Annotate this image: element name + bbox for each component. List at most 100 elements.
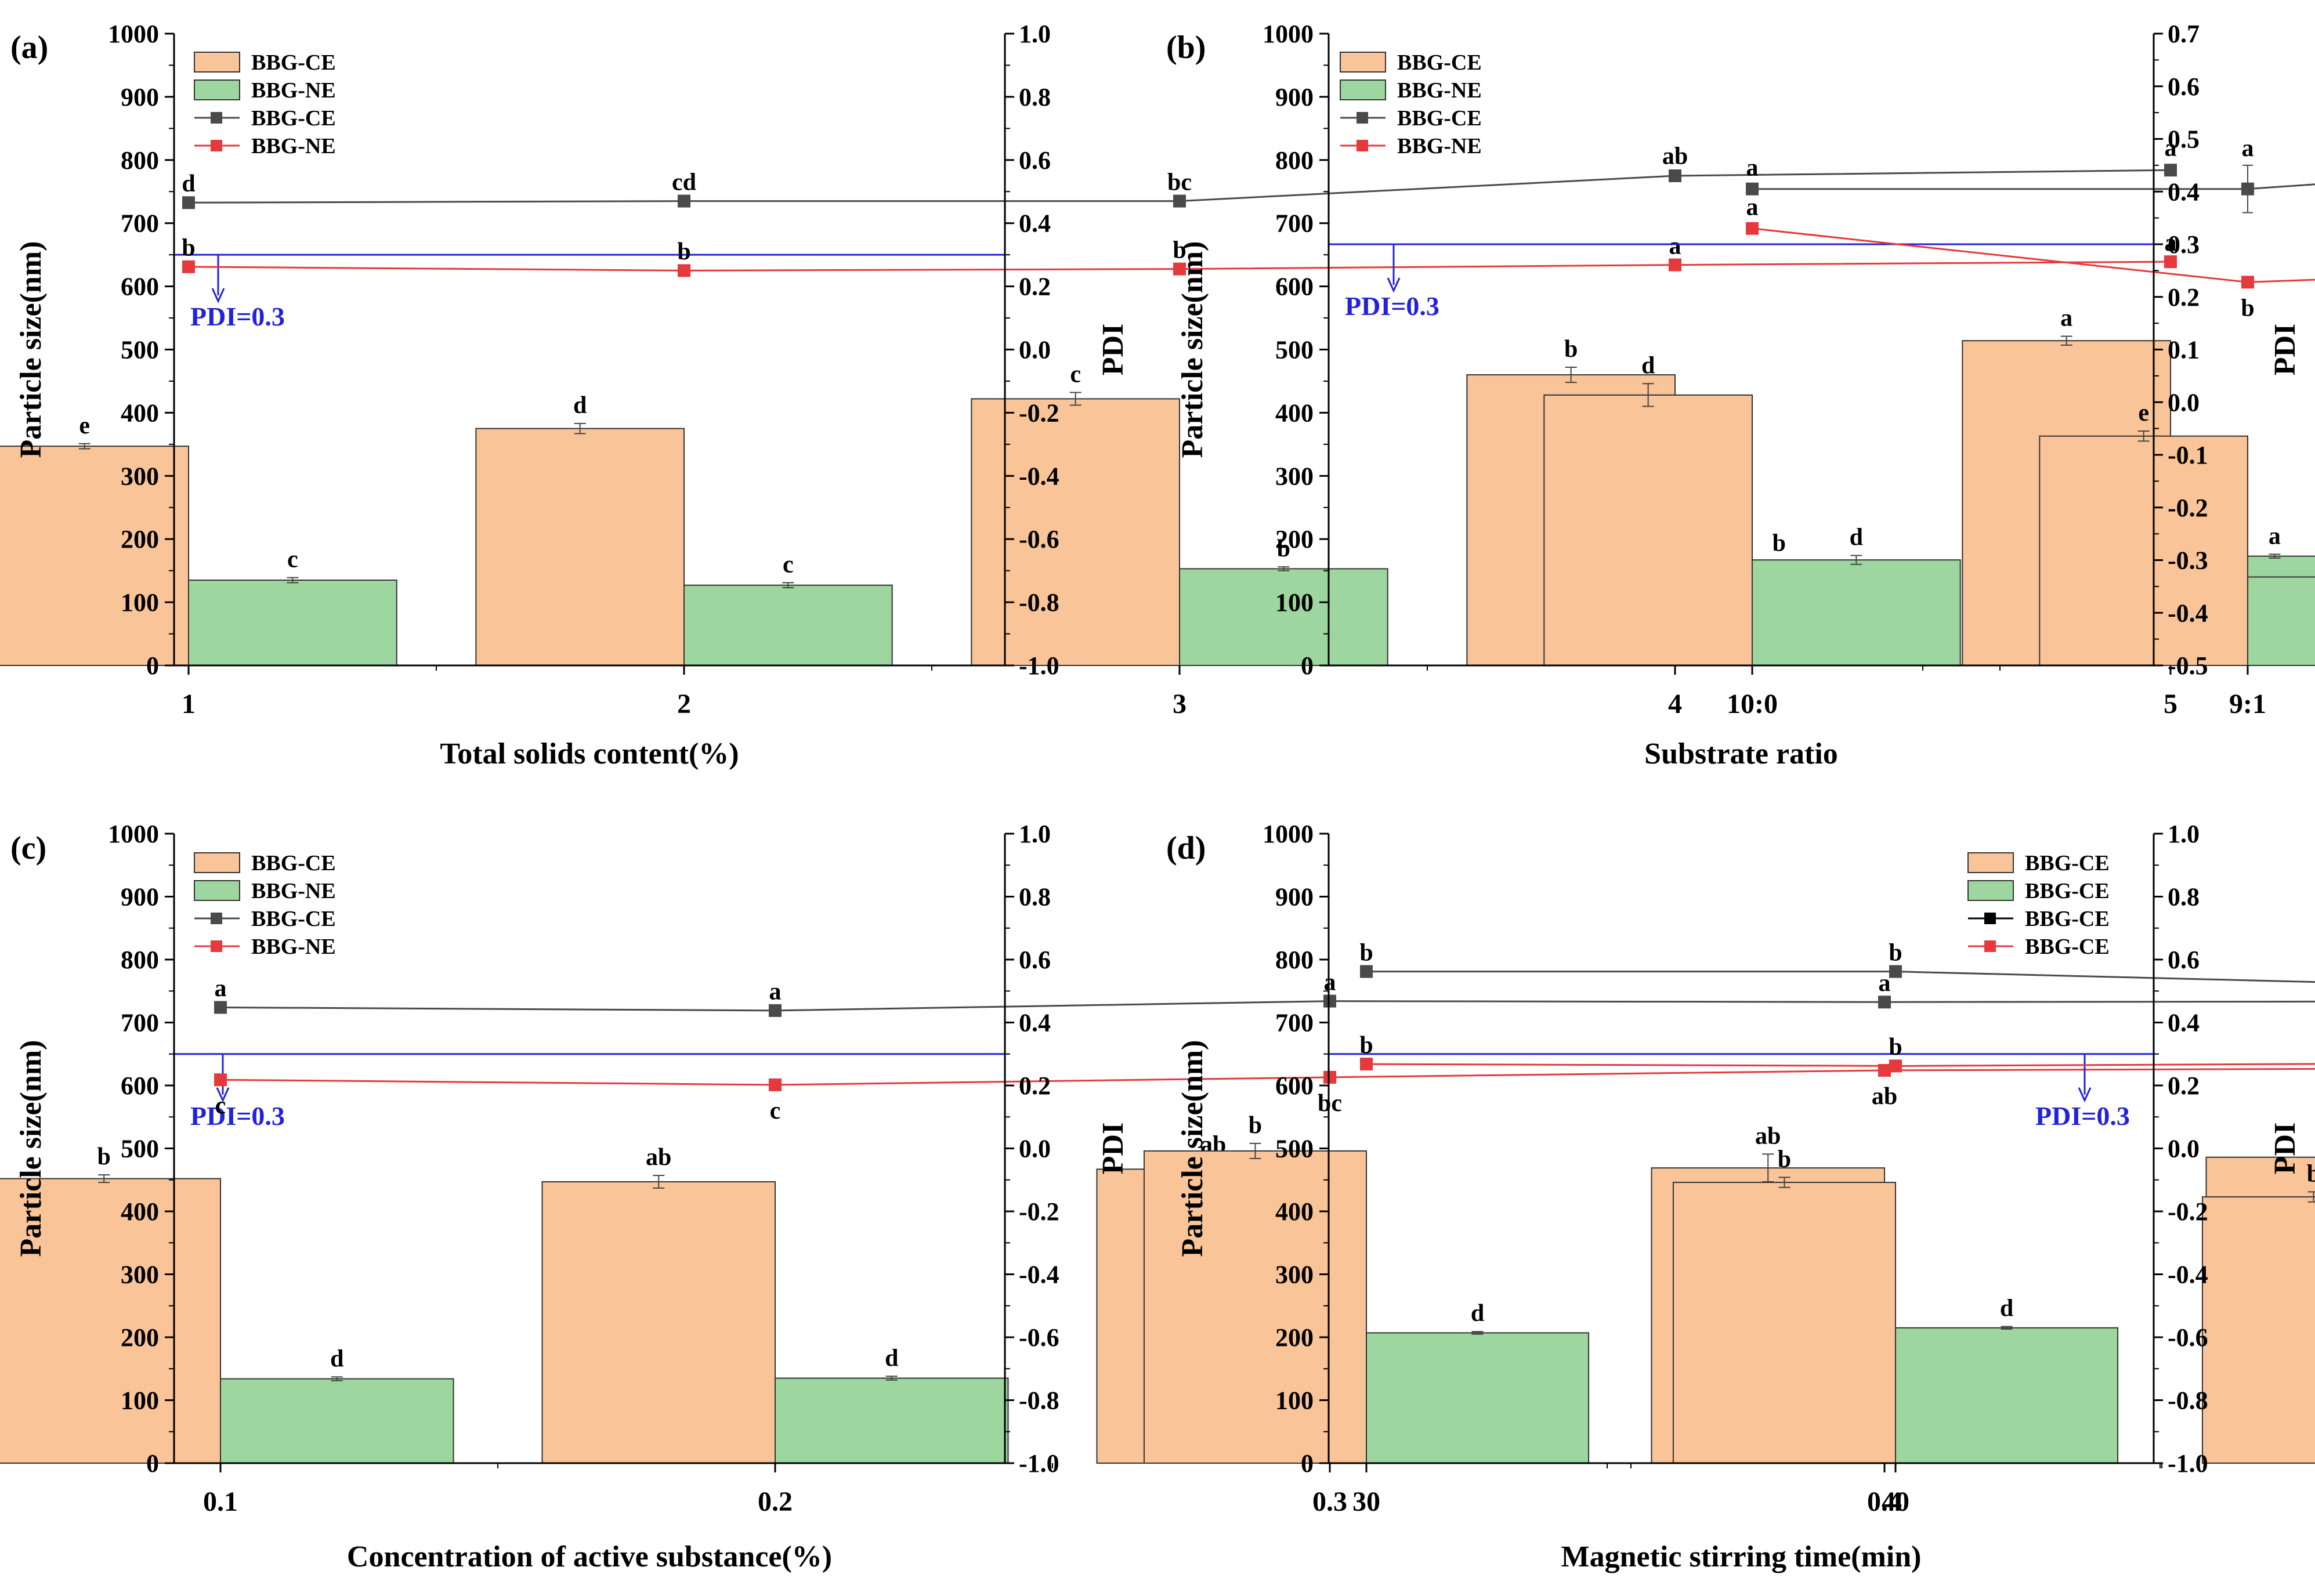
- y2tick-label-c-4: -0.2: [1019, 1197, 1059, 1226]
- x-axis-label-c: Concentration of active substance(%): [347, 1540, 832, 1573]
- bar-letter-ce-c-1: ab: [646, 1144, 671, 1171]
- errorbar-ne-d-1: [2001, 1326, 2013, 1330]
- bar-ce-d-2: [2201, 1196, 2315, 1464]
- panel-label-a: (a): [10, 30, 48, 66]
- xtick-label-b-0: 10:0: [1727, 689, 1778, 719]
- legend-label-b-2: BBG-CE: [1397, 106, 1482, 131]
- y2tick-label-d-2: -0.6: [2168, 1323, 2208, 1352]
- line-point-ne-c-2: [1323, 1070, 1336, 1084]
- bar-letter-ce-b-1: e: [2138, 400, 2149, 426]
- ytick-label-b-5: 500: [1275, 336, 1314, 364]
- xtick-label-c-2: 0.3: [1312, 1486, 1347, 1517]
- line-letter-ce-b-1: a: [2242, 135, 2254, 162]
- bar-ne-a-1: [683, 584, 893, 667]
- errorbar-ce-d-2: [2307, 1191, 2315, 1203]
- errorbar-ce-c-3: [1762, 1153, 1774, 1183]
- line-point-ne-c-3: [1878, 1063, 1891, 1077]
- xtick-label-d-1: 40: [1882, 1486, 1909, 1517]
- errorbar-ne-c-1: [885, 1376, 898, 1381]
- bar-ce-b-1: [2039, 435, 2249, 666]
- y2tick-label-c-10: 1.0: [1019, 820, 1051, 848]
- ytick-label-a-7: 700: [121, 209, 159, 238]
- line-point-ce-d-0: [1360, 965, 1373, 978]
- line-letter-ce-d-0: b: [1359, 939, 1373, 966]
- ytick-label-a-10: 1000: [108, 20, 159, 48]
- y2tick-label-d-9: 0.8: [2168, 883, 2200, 911]
- ytick-label-c-0: 0: [146, 1449, 159, 1478]
- legend-swatch-b-0: [1340, 52, 1386, 73]
- x-axis-label-a: Total solids content(%): [440, 737, 739, 770]
- legend-marker-a-2: [211, 112, 222, 124]
- xtick-label-c-0: 0.1: [203, 1486, 238, 1517]
- ytick-label-b-2: 200: [1275, 525, 1314, 553]
- ytick-label-b-8: 800: [1275, 146, 1314, 175]
- ytick-label-a-4: 400: [121, 399, 159, 427]
- series-line-ne-d: [1366, 1063, 2315, 1067]
- y2tick-label-d-8: 0.6: [2168, 946, 2200, 974]
- line-point-ce-b-0: [1746, 182, 1759, 196]
- line-letter-ne-b-1: b: [2241, 295, 2254, 321]
- bar-letter-ce-d-2: b: [2307, 1160, 2315, 1187]
- line-point-ce-c-1: [769, 1004, 782, 1017]
- errorbar-ne-a-4: [2269, 553, 2281, 559]
- line-letter-ce-c-1: a: [769, 979, 782, 1005]
- legend-label-d-3: BBG-CE: [2025, 935, 2110, 959]
- x-axis-label-b: Substrate ratio: [1644, 737, 1838, 770]
- errorbar-ce-a-3: [1565, 366, 1577, 383]
- y2-axis-label-c: PDI: [1097, 1123, 1130, 1175]
- errorbar-ce-b-0: [1642, 383, 1654, 407]
- bar-letter-ne-b-0: d: [1850, 524, 1863, 551]
- ytick-label-d-10: 1000: [1263, 820, 1314, 848]
- legend-label-b-3: BBG-NE: [1397, 134, 1482, 158]
- line-point-ne-d-1: [1889, 1059, 1902, 1073]
- bar-letter-ne-a-3: b: [1773, 530, 1786, 556]
- legend-label-c-1: BBG-NE: [251, 879, 336, 903]
- y2tick-label-c-9: 0.8: [1019, 883, 1051, 911]
- legend-label-c-0: BBG-CE: [251, 851, 336, 875]
- xtick-label-a-1: 2: [677, 689, 691, 719]
- y2tick-label-d-7: 0.4: [2168, 1009, 2200, 1037]
- line-letter-ce-d-1: b: [1889, 939, 1902, 966]
- line-letter-ce-a-0: d: [182, 171, 195, 197]
- ytick-label-d-4: 400: [1275, 1197, 1314, 1226]
- ytick-label-b-6: 600: [1275, 273, 1314, 301]
- y2tick-label-b-5: 0.0: [2168, 388, 2200, 417]
- y-axis-label-c: Particle size(nm): [15, 1040, 48, 1257]
- y2tick-label-b-0: -0.5: [2168, 652, 2208, 680]
- panel-label-d: (d): [1166, 830, 1206, 866]
- errorbar-ce-d-1: [1778, 1177, 1790, 1188]
- legend-label-d-0: BBG-CE: [2025, 851, 2110, 875]
- y2tick-label-c-8: 0.6: [1019, 946, 1051, 974]
- errorbar-ce-c-0: [98, 1174, 110, 1184]
- legend-marker-a-3: [211, 140, 222, 151]
- y2tick-label-c-1: -0.8: [1019, 1387, 1059, 1415]
- legend-label-c-3: BBG-NE: [251, 935, 336, 959]
- bar-ce-b-0: [1543, 394, 1753, 667]
- errorbar-ne-a-0: [287, 577, 299, 584]
- line-letter-ne-a-1: b: [677, 238, 690, 265]
- legend-swatch-a-1: [194, 79, 240, 100]
- ytick-label-d-2: 200: [1275, 1323, 1314, 1352]
- panel-label-c: (c): [10, 830, 46, 866]
- ytick-label-a-1: 100: [121, 588, 159, 617]
- x-axis-label-d: Magnetic stirring time(min): [1561, 1540, 1922, 1573]
- chart-panel-b: dedcbadedcbaPDI=0.3aaaaaaabbbaa010020030…: [1166, 20, 2315, 770]
- errorbar-ce-a-4: [2060, 335, 2072, 346]
- bar-ce-a-1: [475, 428, 685, 666]
- ytick-label-c-4: 400: [121, 1197, 159, 1226]
- errorbar-ce-c-1: [653, 1175, 665, 1189]
- ytick-label-d-9: 900: [1275, 883, 1314, 911]
- line-point-ce-a-2: [1173, 194, 1186, 208]
- y2tick-label-b-6: 0.1: [2168, 336, 2200, 364]
- y2-axis-label-d: PDI: [2269, 1123, 2302, 1175]
- bar-letter-ce-a-4: a: [2060, 305, 2072, 332]
- bar-letter-ce-a-0: e: [79, 412, 90, 439]
- line-letter-ne-a-0: b: [182, 235, 195, 262]
- ytick-label-c-7: 700: [121, 1009, 159, 1037]
- xtick-label-c-1: 0.2: [758, 1486, 793, 1517]
- ytick-label-a-6: 600: [121, 273, 159, 301]
- line-point-ne-a-1: [678, 264, 690, 277]
- legend-marker-b-3: [1357, 140, 1368, 151]
- line-point-ce-b-1: [2241, 182, 2254, 196]
